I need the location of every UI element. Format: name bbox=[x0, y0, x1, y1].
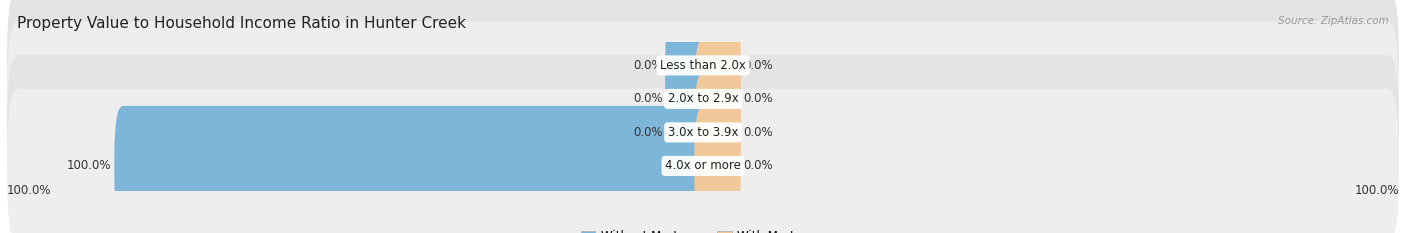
Text: 100.0%: 100.0% bbox=[7, 184, 52, 197]
FancyBboxPatch shape bbox=[7, 89, 1399, 233]
Text: 4.0x or more: 4.0x or more bbox=[665, 159, 741, 172]
Text: 0.0%: 0.0% bbox=[744, 93, 773, 105]
Text: Property Value to Household Income Ratio in Hunter Creek: Property Value to Household Income Ratio… bbox=[17, 16, 465, 31]
FancyBboxPatch shape bbox=[7, 0, 1399, 143]
FancyBboxPatch shape bbox=[695, 5, 741, 125]
Text: 100.0%: 100.0% bbox=[1354, 184, 1399, 197]
Text: 0.0%: 0.0% bbox=[744, 159, 773, 172]
Text: 0.0%: 0.0% bbox=[744, 126, 773, 139]
FancyBboxPatch shape bbox=[7, 21, 1399, 176]
Text: 0.0%: 0.0% bbox=[633, 93, 662, 105]
FancyBboxPatch shape bbox=[665, 72, 711, 192]
FancyBboxPatch shape bbox=[7, 55, 1399, 210]
FancyBboxPatch shape bbox=[695, 39, 741, 159]
Text: Less than 2.0x: Less than 2.0x bbox=[659, 59, 747, 72]
Text: 3.0x to 3.9x: 3.0x to 3.9x bbox=[668, 126, 738, 139]
FancyBboxPatch shape bbox=[695, 106, 741, 226]
Text: 100.0%: 100.0% bbox=[67, 159, 111, 172]
FancyBboxPatch shape bbox=[114, 106, 711, 226]
Text: 0.0%: 0.0% bbox=[744, 59, 773, 72]
FancyBboxPatch shape bbox=[665, 39, 711, 159]
FancyBboxPatch shape bbox=[665, 5, 711, 125]
Text: 0.0%: 0.0% bbox=[633, 126, 662, 139]
Text: 2.0x to 2.9x: 2.0x to 2.9x bbox=[668, 93, 738, 105]
Legend: Without Mortgage, With Mortgage: Without Mortgage, With Mortgage bbox=[576, 225, 830, 233]
Text: Source: ZipAtlas.com: Source: ZipAtlas.com bbox=[1278, 16, 1389, 26]
FancyBboxPatch shape bbox=[695, 72, 741, 192]
Text: 0.0%: 0.0% bbox=[633, 59, 662, 72]
